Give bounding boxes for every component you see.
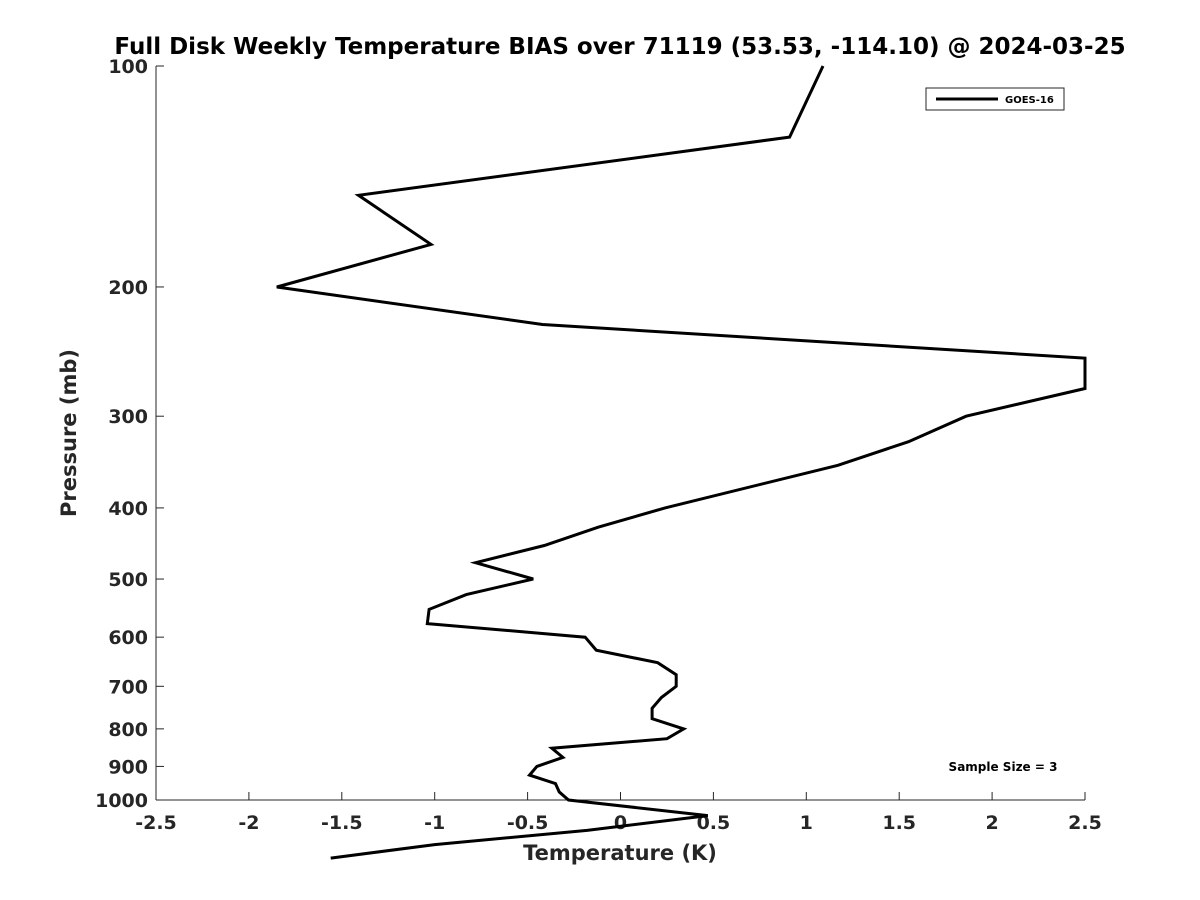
x-tick-label: -2 — [238, 812, 259, 834]
chart-title: Full Disk Weekly Temperature BIAS over 7… — [114, 34, 1125, 60]
series-line-goes-16 — [276, 65, 1087, 860]
x-axis-label: Temperature (K) — [523, 841, 717, 865]
y-tick-label: 200 — [108, 277, 148, 299]
y-tick-label: 1000 — [95, 790, 148, 812]
x-tick-label: 1 — [800, 812, 813, 834]
x-tick-label: -0.5 — [507, 812, 549, 834]
y-tick-label: 500 — [108, 569, 148, 591]
x-tick-label: -2.5 — [135, 812, 177, 834]
x-tick-label: 0.5 — [697, 812, 731, 834]
x-tick-label: 1.5 — [882, 812, 916, 834]
y-tick-label: 700 — [108, 676, 148, 698]
y-tick-label: 100 — [108, 56, 148, 78]
sample-size-annotation: Sample Size = 3 — [949, 760, 1058, 774]
legend: GOES-16 — [925, 87, 1065, 111]
x-axis-ticks: -2.5 -2 -1.5 -1 -0.5 0 0.5 1 1.5 2 2.5 — [135, 792, 1102, 834]
y-tick-label: 900 — [108, 756, 148, 778]
x-tick-label: -1.5 — [321, 812, 363, 834]
plot-area — [156, 66, 1085, 800]
series-layer — [276, 65, 1087, 860]
x-tick-label: -1 — [424, 812, 445, 834]
y-tick-label: 600 — [108, 627, 148, 649]
y-tick-label: 800 — [108, 719, 148, 741]
y-axis-label: Pressure (mb) — [57, 349, 81, 517]
legend-label-goes-16: GOES-16 — [1005, 95, 1054, 106]
x-tick-label: 2.5 — [1068, 812, 1102, 834]
x-tick-label: 0 — [614, 812, 627, 834]
y-tick-label: 300 — [108, 406, 148, 428]
y-axis-ticks: 100 200 300 400 500 600 700 800 900 1000 — [95, 56, 164, 812]
x-tick-label: 2 — [985, 812, 998, 834]
y-tick-label: 400 — [108, 498, 148, 520]
